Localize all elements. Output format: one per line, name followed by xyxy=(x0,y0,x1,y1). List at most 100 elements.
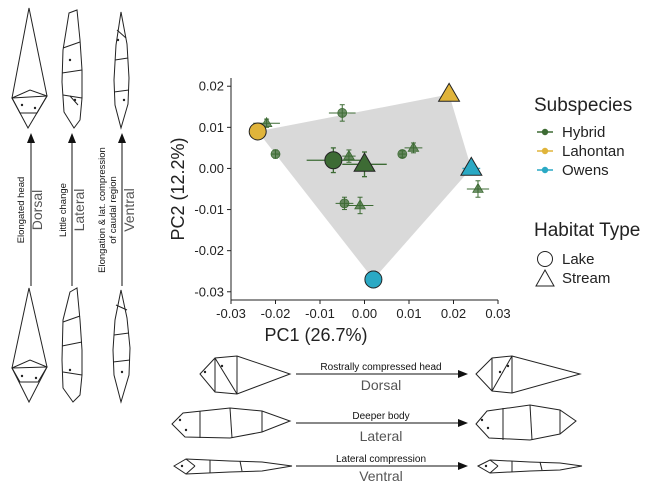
dorsal-top-shape xyxy=(11,7,48,130)
landmark-dot xyxy=(73,98,77,102)
marker-hybrid-stream xyxy=(260,116,273,127)
legend-lake-circle-icon xyxy=(537,251,553,267)
marker-hybrid-stream xyxy=(353,152,376,172)
bottom-lateral-left-shape xyxy=(171,407,292,439)
legend-stream-label: Stream xyxy=(562,270,610,287)
landmark-dot xyxy=(68,368,72,372)
x-tick-label: 0.01 xyxy=(396,306,421,321)
landmark-dot xyxy=(486,426,490,430)
legend-lahontan-label: Lahontan xyxy=(562,143,625,160)
marker-hybrid-stream xyxy=(343,149,355,160)
lateral-bottom-shape xyxy=(61,287,83,403)
bottom-ventral-view-label: Ventral xyxy=(359,468,403,483)
marker-owens-stream xyxy=(460,156,483,176)
marker-lahontan-stream xyxy=(437,82,461,102)
y-tick-label: -0.03 xyxy=(194,284,224,299)
landmark-dot xyxy=(120,370,124,374)
legend-habitat-title: Habitat Type xyxy=(534,220,640,241)
ventral-top-shape xyxy=(113,11,130,130)
landmark-dot xyxy=(33,106,37,110)
marker-hybrid-stream xyxy=(472,182,484,193)
bottom-ventral-arrow-head-icon xyxy=(458,462,468,470)
left-dorsal-view-label: Dorsal xyxy=(29,190,45,230)
legend-item-lahontan: Lahontan xyxy=(537,143,625,160)
convex-hull xyxy=(257,94,472,280)
marker-hybrid-stream xyxy=(407,141,420,152)
marker-hybrid-lake xyxy=(397,149,408,159)
y-tick-label: 0.02 xyxy=(199,79,224,94)
landmark-dot xyxy=(480,418,484,422)
legend: Subspecies Hybrid Lahontan Owens Habitat… xyxy=(534,95,640,287)
y-ticks: 0.02 0.01 0.00 -0.01 -0.02 -0.03 xyxy=(194,79,231,299)
x-tick-label: -0.03 xyxy=(216,306,246,321)
landmark-dot xyxy=(68,58,72,62)
landmark-dot xyxy=(184,428,188,432)
bottom-ventral-right-shape xyxy=(476,459,583,474)
marker-hybrid-lake xyxy=(270,149,281,159)
legend-hybrid-swatch xyxy=(541,128,549,136)
bottom-lateral-annotation: Deeper body xyxy=(352,411,409,422)
landmark-dot xyxy=(498,370,502,374)
y-tick-label: 0.01 xyxy=(199,120,224,135)
marker-hybrid-lake xyxy=(337,108,348,118)
x-ticks: -0.03 -0.02 -0.01 0.00 0.01 0.02 0.03 xyxy=(216,300,511,321)
landmark-dot xyxy=(20,374,24,378)
legend-lake-label: Lake xyxy=(562,251,595,268)
x-tick-label: -0.02 xyxy=(261,306,291,321)
legend-item-hybrid: Hybrid xyxy=(537,124,605,141)
bottom-dorsal-annotation: Rostrally compressed head xyxy=(320,362,441,373)
landmark-dot xyxy=(34,376,38,380)
bottom-ventral-annotation: Lateral compression xyxy=(336,454,426,465)
dorsal-arrow-head-icon xyxy=(27,133,35,143)
bottom-shape-panel: Rostrally compressed head Dorsal Deeper … xyxy=(171,355,583,483)
legend-item-lake: Lake xyxy=(537,251,595,268)
bottom-lateral-right-shape xyxy=(475,404,577,441)
bottom-dorsal-view-label: Dorsal xyxy=(361,377,401,393)
x-tick-label: 0.00 xyxy=(352,306,377,321)
bottom-lateral-view-label: Lateral xyxy=(360,428,403,444)
landmark-dot xyxy=(122,98,126,102)
legend-item-owens: Owens xyxy=(537,162,609,179)
left-ventral-annotation-line1: Elongation & lat. compression xyxy=(97,147,108,273)
y-tick-label: -0.01 xyxy=(194,202,224,217)
legend-item-stream: Stream xyxy=(535,268,610,287)
bottom-dorsal-right-shape xyxy=(475,355,582,394)
left-lateral-annotation: Little change xyxy=(58,183,69,237)
ventral-bottom-shape xyxy=(112,289,131,404)
legend-hybrid-label: Hybrid xyxy=(562,124,605,141)
landmark-dot xyxy=(116,38,120,42)
pca-scatter-plot: -0.03 -0.02 -0.01 0.00 0.01 0.02 0.03 0.02 0.01… xyxy=(168,78,511,345)
landmark-dot xyxy=(484,464,488,468)
x-tick-label: 0.03 xyxy=(485,306,510,321)
landmark-dot xyxy=(180,464,184,468)
marker-hybrid-lake xyxy=(339,198,350,209)
left-lateral-view-label: Lateral xyxy=(71,189,87,232)
landmark-dot xyxy=(20,103,24,107)
legend-subspecies-title: Subspecies xyxy=(534,95,632,116)
y-axis-label: PC2 (12.2%) xyxy=(168,137,188,240)
left-shape-panel: Elongated head Dorsal Little change Late… xyxy=(11,7,137,404)
legend-lahontan-swatch xyxy=(541,147,549,155)
bottom-ventral-left-shape xyxy=(173,458,293,475)
landmark-dot xyxy=(506,364,510,368)
data-points xyxy=(248,82,484,289)
marker-hybrid-lake xyxy=(324,151,343,170)
landmark-dot xyxy=(178,418,182,422)
legend-owens-label: Owens xyxy=(562,162,609,179)
legend-owens-swatch xyxy=(541,166,549,174)
marker-owens-lake xyxy=(364,270,383,289)
ventral-arrow-head-icon xyxy=(118,133,126,143)
y-tick-label: -0.02 xyxy=(194,243,224,258)
marker-lahontan-lake xyxy=(248,122,267,141)
dorsal-bottom-shape xyxy=(11,287,48,404)
left-ventral-view-label: Ventral xyxy=(121,188,137,232)
bottom-dorsal-left-shape xyxy=(199,355,292,395)
landmark-dot xyxy=(220,364,224,368)
landmark-dot xyxy=(203,370,207,374)
bottom-dorsal-arrow-head-icon xyxy=(458,370,468,378)
left-dorsal-annotation: Elongated head xyxy=(16,177,27,244)
bottom-lateral-arrow-head-icon xyxy=(458,419,468,427)
legend-stream-triangle-icon xyxy=(535,268,555,287)
lateral-top-shape xyxy=(61,9,83,129)
